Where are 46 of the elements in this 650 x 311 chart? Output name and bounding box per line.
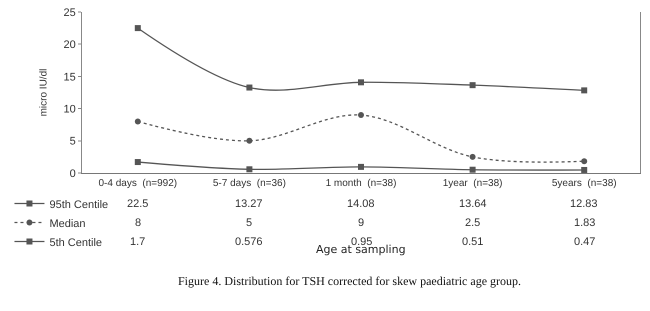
point [581,158,588,164]
y-tick-label: 10 [64,103,76,116]
data-label: 5 [246,217,252,229]
y-tick-label: 20 [64,39,76,52]
point [134,25,141,32]
legend-label: 95th Centile [49,198,108,211]
point [134,118,141,124]
caption: Figure 4. Distribution for TSH corrected for skew paediatric age group. [178,274,522,288]
legend-label: 5th Centile [49,236,102,249]
data-label: 12.83 [570,198,598,210]
y-axis-title: micro IU/dl [38,68,50,116]
point [581,87,588,94]
data-label: 9 [358,217,364,229]
point [470,82,476,88]
data-label: 0.95 [351,236,372,248]
point [358,112,364,118]
data-label: 22.5 [127,198,148,210]
data-label: 0.47 [574,236,596,248]
y-tick-label: 0 [70,168,76,180]
point [246,138,252,144]
data-label: 13.27 [235,198,263,210]
data-label: 0.51 [462,236,484,248]
point [470,154,476,160]
y-tick-label: 5 [70,136,76,148]
y-tick-label: 15 [64,71,76,84]
data-label: 1.7 [130,236,146,248]
x-tick-label: 5years (n=38) [552,178,617,189]
x-tick-label: 0-4 days (n=992) [98,178,178,189]
x-tick-label: 5-7 days (n=36) [212,178,286,189]
point [358,79,364,86]
x-tick-label: 1year (n=38) [442,178,502,189]
data-label: 1.83 [574,217,596,229]
data-label: 8 [135,217,142,229]
point [470,166,476,173]
point [246,84,252,91]
point [581,166,588,173]
data-label: 0.576 [235,236,263,248]
data-label: 13.64 [459,198,487,210]
legend-label: Median [49,218,86,230]
x-tick-label: 1 month (n=38) [326,178,396,189]
data-label: 14.08 [347,198,375,210]
point [246,166,252,172]
data-label: 2.5 [465,217,480,229]
point [358,164,364,170]
point [134,159,141,166]
y-tick-label: 25 [64,6,76,19]
